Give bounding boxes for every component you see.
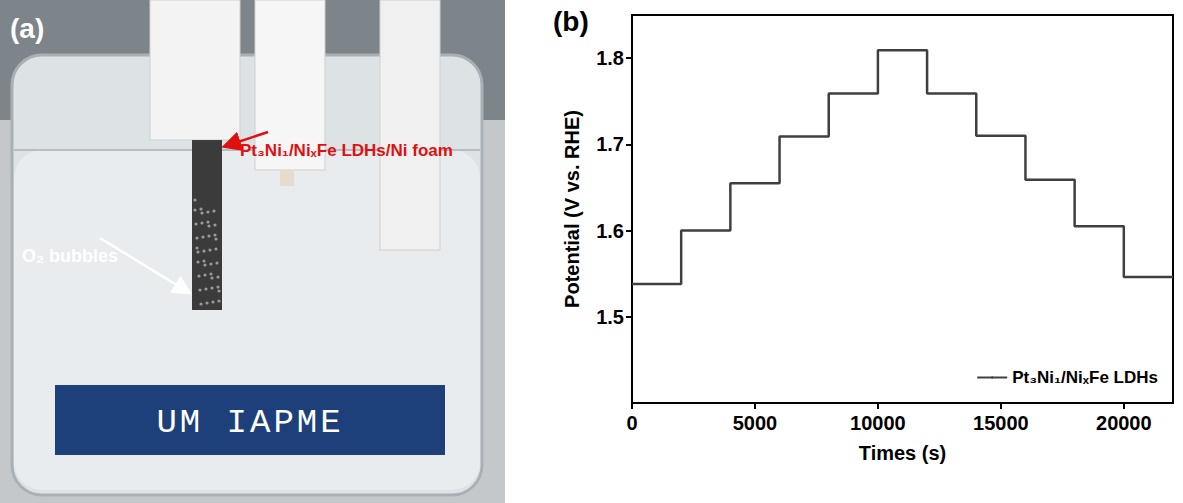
svg-text:1.6: 1.6 [596,220,624,242]
svg-text:1.8: 1.8 [596,47,624,69]
svg-text:(b): (b) [553,6,589,37]
svg-text:20000: 20000 [1096,412,1152,434]
svg-text:15000: 15000 [973,412,1029,434]
svg-text:Times (s): Times (s) [859,442,946,464]
svg-text:Pt₃Ni₁/NiₓFe LDHs: Pt₃Ni₁/NiₓFe LDHs [1012,368,1158,387]
svg-text:(a): (a) [10,13,44,44]
svg-text:Pt₃Ni₁/NiₓFe LDHs/Ni foam: Pt₃Ni₁/NiₓFe LDHs/Ni foam [240,141,453,160]
svg-text:1.7: 1.7 [596,133,624,155]
svg-text:Potential (V vs. RHE): Potential (V vs. RHE) [561,110,583,308]
svg-text:10000: 10000 [850,412,906,434]
svg-text:0: 0 [626,412,637,434]
svg-text:UM IAPME: UM IAPME [156,404,343,442]
svg-text:5000: 5000 [733,412,778,434]
svg-text:O₂ bubbles: O₂ bubbles [22,246,118,266]
svg-text:1.5: 1.5 [596,306,624,328]
